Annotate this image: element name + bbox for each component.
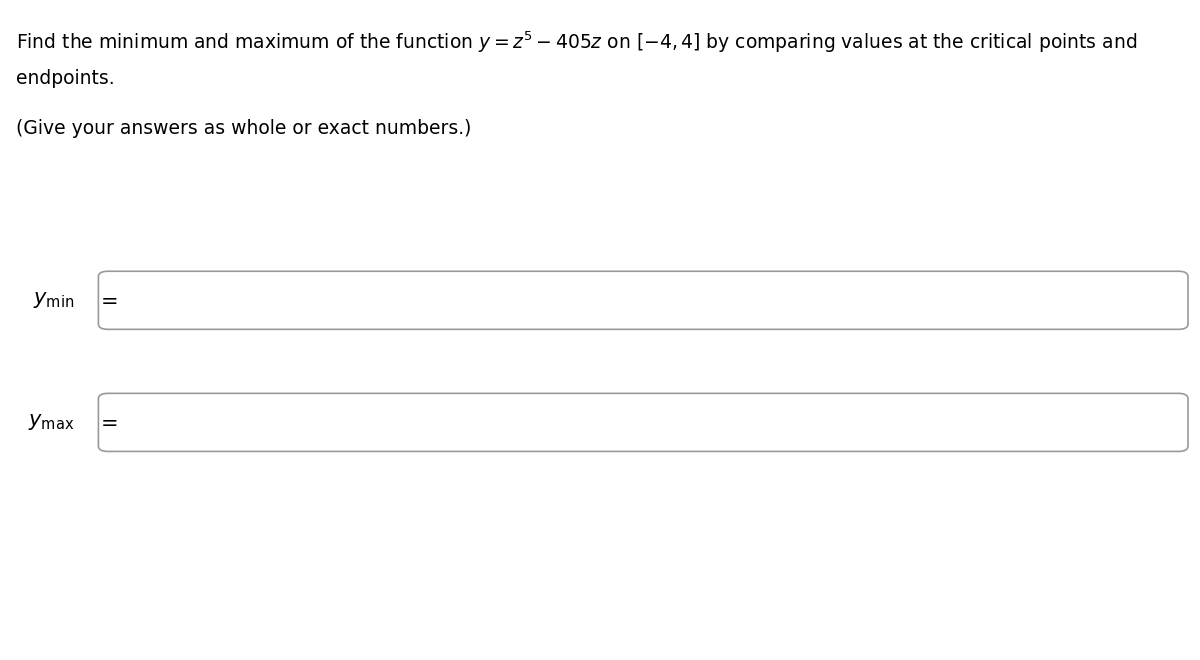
Text: $=$: $=$	[96, 291, 118, 310]
Text: $y_{\mathrm{min}}$: $y_{\mathrm{min}}$	[34, 290, 74, 310]
Text: (Give your answers as whole or exact numbers.): (Give your answers as whole or exact num…	[16, 119, 470, 138]
FancyBboxPatch shape	[98, 271, 1188, 329]
Text: Find the minimum and maximum of the function $y = z^5 - 405z$ on $[-4, 4]$ by co: Find the minimum and maximum of the func…	[16, 30, 1136, 55]
Text: $=$: $=$	[96, 413, 118, 432]
Text: endpoints.: endpoints.	[16, 69, 114, 88]
Text: $y_{\mathrm{max}}$: $y_{\mathrm{max}}$	[28, 412, 74, 432]
FancyBboxPatch shape	[98, 393, 1188, 451]
